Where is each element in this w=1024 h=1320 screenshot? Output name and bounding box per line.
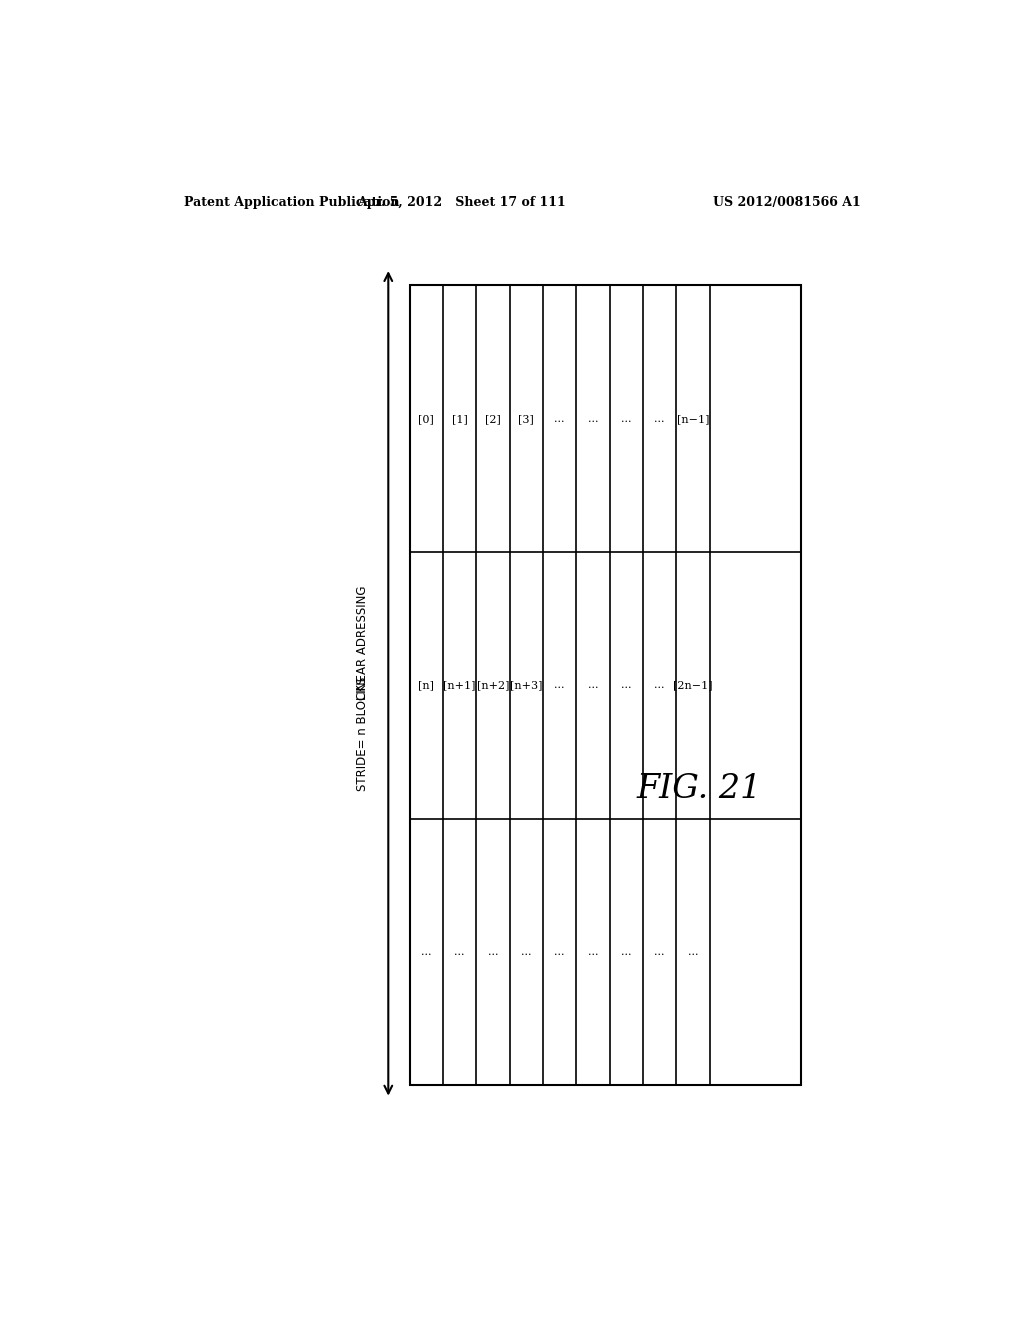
Text: ...: ... [688, 946, 698, 957]
Text: ...: ... [654, 946, 665, 957]
Bar [410, 285, 801, 1085]
Text: Patent Application Publication: Patent Application Publication [183, 195, 399, 209]
Text: FIG. 21: FIG. 21 [637, 772, 762, 805]
Text: ...: ... [622, 413, 632, 424]
Text: ...: ... [588, 680, 598, 690]
Text: [n+3]: [n+3] [510, 680, 543, 690]
Text: ...: ... [588, 946, 598, 957]
Text: [2n−1]: [2n−1] [673, 680, 713, 690]
Text: ...: ... [487, 946, 499, 957]
Text: [n−1]: [n−1] [677, 413, 710, 424]
Text: ...: ... [622, 680, 632, 690]
Text: [n]: [n] [419, 680, 434, 690]
Text: ...: ... [654, 413, 665, 424]
Text: STRIDE= n BLOCKS: STRIDE= n BLOCKS [355, 677, 369, 791]
Text: [2]: [2] [485, 413, 501, 424]
Text: LINEAR ADRESSING: LINEAR ADRESSING [355, 586, 369, 700]
Text: ...: ... [622, 946, 632, 957]
Text: ...: ... [554, 413, 565, 424]
Text: ...: ... [588, 413, 598, 424]
Text: ...: ... [421, 946, 432, 957]
Text: [3]: [3] [518, 413, 535, 424]
Text: ...: ... [654, 680, 665, 690]
Text: ...: ... [554, 680, 565, 690]
Text: [1]: [1] [452, 413, 468, 424]
Text: US 2012/0081566 A1: US 2012/0081566 A1 [713, 195, 860, 209]
Text: ...: ... [554, 946, 565, 957]
Text: [0]: [0] [419, 413, 434, 424]
Text: [n+2]: [n+2] [477, 680, 509, 690]
Text: ...: ... [521, 946, 531, 957]
Text: ...: ... [455, 946, 465, 957]
Text: Apr. 5, 2012   Sheet 17 of 111: Apr. 5, 2012 Sheet 17 of 111 [357, 195, 565, 209]
Text: [n+1]: [n+1] [443, 680, 476, 690]
